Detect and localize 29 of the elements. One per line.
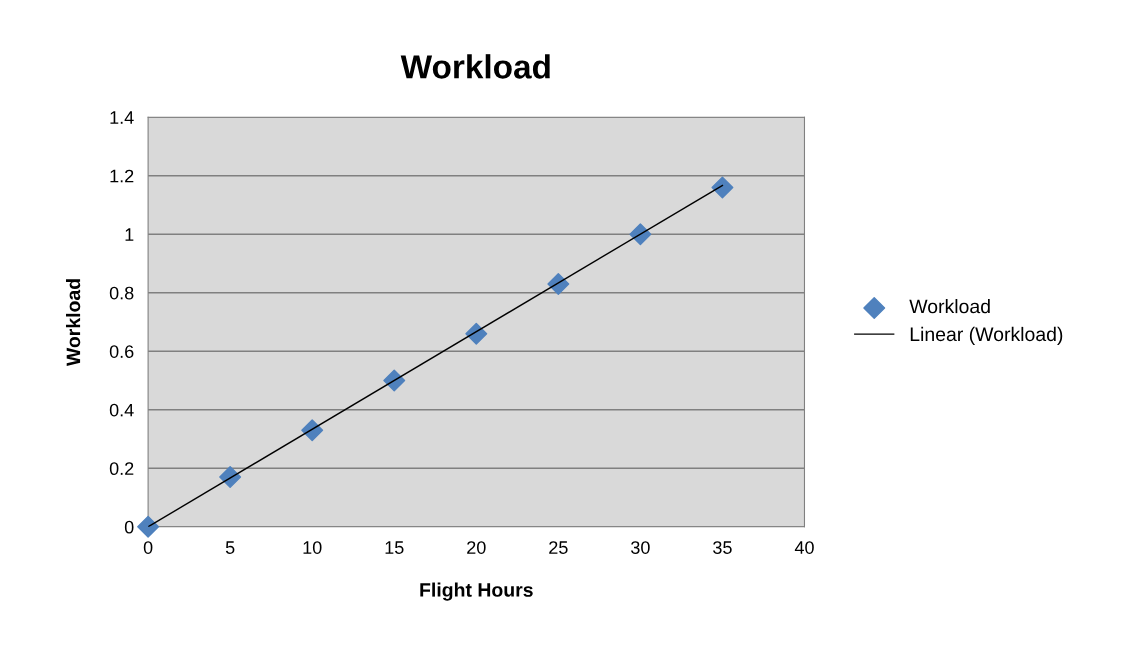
x-tick-label: 10 [303, 541, 322, 554]
point [629, 223, 652, 246]
x-tick-label: 5 [225, 541, 235, 554]
y-tick-label: 0.2 [109, 462, 134, 476]
point [383, 369, 406, 392]
point [219, 466, 242, 489]
x-tick-label: 25 [549, 541, 568, 554]
y-axis-title: Workload [65, 279, 81, 367]
point [711, 176, 734, 199]
y-tick-label: 1.2 [110, 169, 134, 183]
x-tick-label: 0 [143, 541, 153, 554]
point [137, 515, 160, 538]
x-tick-label: 35 [713, 541, 732, 554]
y-tick-label: 0 [124, 520, 134, 534]
y-tick-label: 0.6 [109, 345, 134, 358]
x-tick-label: 30 [631, 541, 650, 554]
x-tick-label: 15 [385, 541, 404, 554]
x-axis-title: Flight Hours [420, 582, 533, 601]
y-tick-label: 1.4 [110, 111, 134, 124]
y-tick-label: 0.8 [109, 286, 134, 300]
x-tick-label: 40 [794, 541, 814, 554]
chart-title: Workload [400, 54, 550, 79]
y-tick-label: 0.4 [109, 403, 134, 417]
x-tick-label: 20 [467, 541, 486, 554]
point [301, 419, 324, 442]
legend-label: Linear (Workload) [910, 326, 1063, 345]
legend-label: Workload [909, 299, 990, 314]
y-tick-label: 1 [125, 228, 134, 241]
point [465, 322, 488, 345]
